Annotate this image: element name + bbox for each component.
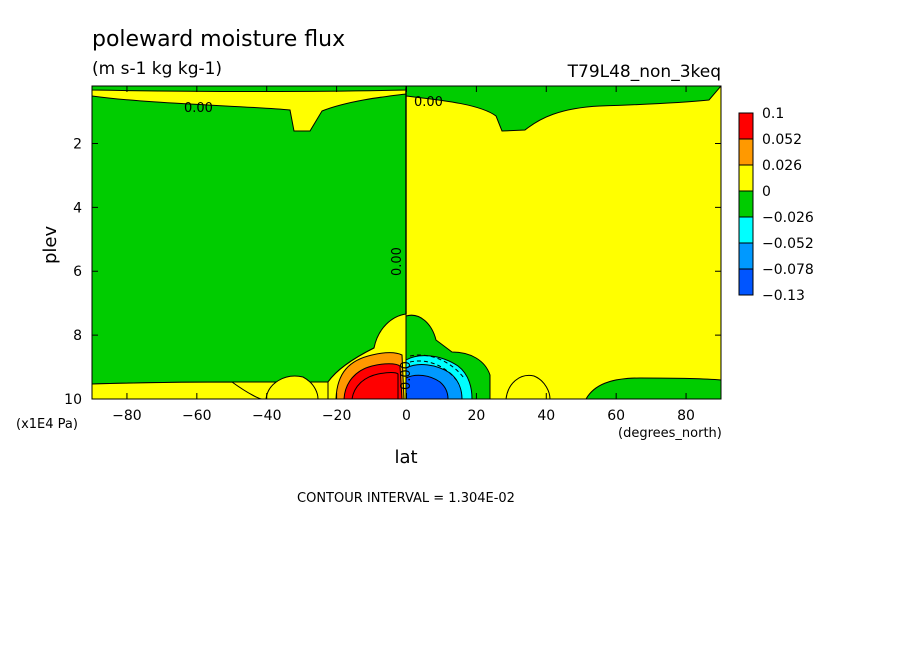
colorbar-swatch xyxy=(738,242,754,270)
x-tick-label: 20 xyxy=(467,408,485,424)
contour-label: 0.00 xyxy=(414,95,443,110)
colorbar: 0.1 0.052 0.026 0 −0.026 −0.052 −0.078 −0.13 xyxy=(738,106,814,304)
x-tick-label: −60 xyxy=(182,408,212,424)
x-axis: −80 −60 −40 −20 0 20 40 60 80 xyxy=(112,86,695,424)
region-north-lowlevel-small xyxy=(505,374,551,399)
x-tick-label: 40 xyxy=(537,408,555,424)
colorbar-label: −0.052 xyxy=(762,236,814,252)
dashed-contours xyxy=(409,354,465,383)
y-tick-label: 2 xyxy=(73,136,82,152)
colorbar-swatch xyxy=(738,190,754,218)
x-tick-label: −20 xyxy=(322,408,352,424)
y-axis-label: plev xyxy=(40,225,61,264)
region-southern-negative xyxy=(92,93,407,385)
colorbar-label: 0 xyxy=(762,184,771,200)
region-top-sliver xyxy=(92,86,407,92)
colorbar-swatch xyxy=(738,138,754,166)
region-negative-min xyxy=(405,374,449,399)
chart-units: (m s-1 kg kg-1) xyxy=(92,59,222,79)
contour-label: 0.00 xyxy=(399,361,414,390)
region-northern-upper-negative xyxy=(405,86,721,132)
contour-interval: CONTOUR INTERVAL = 1.304E-02 xyxy=(297,491,515,506)
y-tick-label: 8 xyxy=(73,328,82,344)
x-tick-label: −80 xyxy=(112,408,142,424)
colorbar-swatch xyxy=(738,216,754,244)
chart-title: poleward moisture flux xyxy=(92,27,345,52)
colorbar-label: −0.026 xyxy=(762,210,814,226)
plot-area xyxy=(92,86,721,399)
colorbar-swatch xyxy=(738,164,754,192)
colorbar-swatch xyxy=(738,268,754,296)
y-tick-label: 10 xyxy=(64,392,82,408)
x-tick-label: −40 xyxy=(252,408,282,424)
colorbar-label: 0.052 xyxy=(762,132,802,148)
x-tick-label: 60 xyxy=(607,408,625,424)
y-tick-label: 6 xyxy=(73,264,82,280)
x-axis-label: lat xyxy=(394,447,417,468)
x-tick-label: 80 xyxy=(677,408,695,424)
x-tick-label: 0 xyxy=(402,408,411,424)
colorbar-swatch xyxy=(738,112,754,140)
y-axis-units: (x1E4 Pa) xyxy=(16,417,78,432)
contour-label: 0.00 xyxy=(390,247,405,276)
colorbar-label: 0.1 xyxy=(762,106,784,122)
colorbar-label: −0.078 xyxy=(762,262,814,278)
colorbar-label: −0.13 xyxy=(762,288,805,304)
x-axis-units: (degrees_north) xyxy=(618,426,722,441)
experiment-name: T79L48_non_3keq xyxy=(567,62,721,82)
contour-label: 0.00 xyxy=(184,101,213,116)
region-southern-lowlevel-small xyxy=(265,375,319,399)
y-tick-label: 4 xyxy=(73,200,82,216)
y-axis: 2 4 6 8 10 xyxy=(64,136,721,408)
region-north-lowlevel-negative xyxy=(585,377,721,399)
colorbar-label: 0.026 xyxy=(762,158,802,174)
region-positive-max-inner xyxy=(351,372,399,399)
